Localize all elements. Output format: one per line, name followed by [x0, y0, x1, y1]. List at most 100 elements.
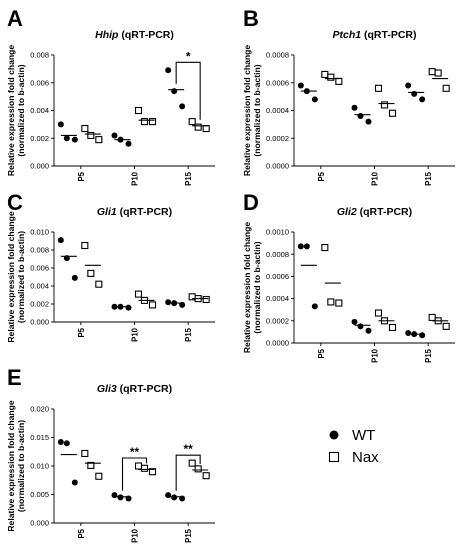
y-axis-label-units: (normalized to b-actin): [16, 231, 26, 323]
y-tick-label: 0.006: [30, 78, 49, 87]
x-tick-label: P15: [184, 327, 193, 342]
panel-e: E Gli3 (qRT-PCR) Relative expression fold …: [6, 365, 215, 543]
nax-data-point: [87, 461, 95, 469]
y-tick-label: 0.000: [30, 519, 49, 528]
x-tick-label: P5: [317, 171, 326, 181]
wt-data-point: [311, 303, 318, 310]
wt-data-point: [357, 113, 364, 120]
x-tick-label: P10: [131, 327, 140, 342]
nax-data-point: [134, 106, 143, 115]
assay-label: (qRT-PCR): [120, 206, 173, 218]
wt-data-point: [63, 135, 70, 142]
y-axis-label: Relative expression fold change: [6, 45, 16, 177]
wt-data-point: [311, 96, 318, 103]
panel-title: Gli1 (qRT-PCR): [97, 206, 172, 218]
assay-label: (qRT-PCR): [364, 29, 417, 41]
nax-data-point: [335, 77, 343, 85]
y-tick-label: 0.004: [30, 282, 49, 291]
x-tick-label: P5: [77, 171, 86, 181]
wt-data-point: [117, 494, 124, 501]
y-tick-label: 0.0006: [266, 272, 289, 281]
nax-data-point: [95, 280, 103, 288]
nax-data-point: [374, 309, 383, 317]
y-tick-label: 0.0006: [266, 78, 289, 87]
nax-data-point: [388, 323, 397, 332]
nax-data-point: [194, 123, 202, 131]
nax-data-point: [321, 243, 329, 252]
legend-label: Nax: [352, 449, 379, 466]
gene-name: Gli1: [97, 206, 120, 218]
nax-data-point: [194, 465, 202, 473]
nax-data-point: [87, 131, 95, 140]
x-tick-label: P5: [77, 327, 86, 337]
wt-data-point: [63, 440, 70, 447]
panel-title: Hhip (qRT-PCR): [95, 29, 174, 41]
nax-data-point: [202, 472, 210, 480]
significance-bracket: [175, 61, 201, 120]
nax-data-point: [81, 241, 89, 250]
nax-data-point: [388, 109, 397, 117]
nax-data-point: [327, 73, 335, 81]
wt-data-point: [419, 96, 426, 103]
wt-data-point: [125, 140, 132, 147]
y-axis-label-units: (normalized to b-actin): [252, 241, 262, 333]
y-tick-label: 0.0002: [266, 316, 289, 325]
y-tick-label: 0.005: [30, 490, 49, 499]
wt-data-point: [179, 103, 186, 110]
nax-data-point: [442, 84, 450, 92]
panel-title: Gli2 (qRT-PCR): [337, 206, 412, 218]
y-tick-label: 0.002: [30, 300, 49, 309]
y-tick-label: 0.010: [30, 228, 49, 237]
y-tick-label: 0.002: [30, 134, 49, 143]
nax-data-point: [95, 472, 103, 480]
nax-data-point: [134, 462, 143, 470]
wt-data-point: [297, 82, 304, 89]
y-tick-label: 0.0004: [266, 106, 289, 115]
legend-nax-marker: [328, 451, 340, 463]
nax-data-point: [202, 124, 210, 133]
gene-name: Ptch1: [332, 29, 364, 41]
x-tick-label: P10: [371, 171, 380, 186]
x-tick-label: P15: [424, 348, 433, 363]
y-tick-label: 0.000: [30, 318, 49, 327]
y-axis-label-units: (normalized to b-actin): [16, 64, 26, 156]
panel-b: B Ptch1 (qRT-PCR) Relative expression fold…: [242, 6, 455, 186]
nax-data-point: [442, 322, 450, 330]
y-axis-label-units: (normalized to b-actin): [252, 64, 262, 156]
panel-title: Ptch1 (qRT-PCR): [332, 29, 416, 41]
x-tick-label: P15: [184, 171, 193, 186]
significance-label: **: [183, 442, 193, 456]
significance-bracket: [175, 454, 201, 491]
wt-data-point: [165, 67, 172, 74]
x-tick-label: P10: [131, 171, 140, 186]
gene-name: Gli3: [97, 383, 120, 395]
y-tick-label: 0.008: [30, 246, 49, 255]
x-tick-label: P5: [317, 348, 326, 358]
wt-data-point: [303, 243, 310, 250]
panel-letter: C: [7, 190, 23, 215]
x-tick-label: P5: [77, 528, 86, 538]
nax-data-point: [87, 269, 95, 277]
panel-letter: D: [243, 190, 259, 215]
wt-data-point: [171, 494, 178, 501]
y-axis-label: Relative expression fold change: [6, 400, 16, 532]
nax-data-point: [321, 70, 329, 78]
assay-label: (qRT-PCR): [120, 383, 173, 395]
nax-data-point: [380, 101, 389, 109]
panel-d: D Gli2 (qRT-PCR) Relative expression fold …: [242, 190, 455, 363]
wt-data-point: [171, 88, 178, 95]
y-tick-label: 0.0000: [266, 339, 289, 348]
significance-bracket: [121, 457, 148, 491]
legend-wt-marker: [329, 430, 339, 440]
y-tick-label: 0.0008: [266, 250, 289, 259]
y-tick-label: 0.020: [30, 405, 49, 414]
nax-data-point: [81, 449, 89, 458]
wt-data-point: [57, 237, 64, 244]
panel-letter: A: [7, 6, 23, 31]
y-tick-label: 0.0000: [266, 162, 289, 171]
wt-data-point: [365, 327, 372, 334]
y-tick-label: 0.0010: [266, 228, 289, 237]
significance-label: **: [130, 445, 140, 459]
y-tick-label: 0.008: [30, 51, 49, 60]
